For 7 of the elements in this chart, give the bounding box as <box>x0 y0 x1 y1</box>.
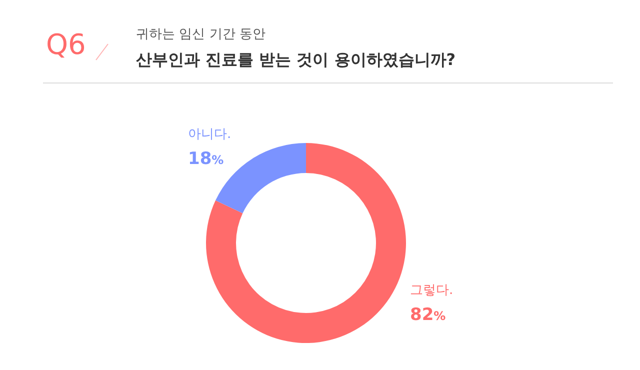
slice-label: 그렇다. <box>410 283 454 298</box>
chart-subtitle: 귀하는 임신 기간 동안 <box>136 27 266 42</box>
data-label: 82% <box>410 305 446 326</box>
data-label: 18% <box>188 148 224 169</box>
text: Q6 <box>46 28 86 61</box>
chart-title: 산부인과 진료를 받는 것이 용이하였습니까? <box>136 50 456 69</box>
slice-label: 아니다. <box>188 126 232 142</box>
